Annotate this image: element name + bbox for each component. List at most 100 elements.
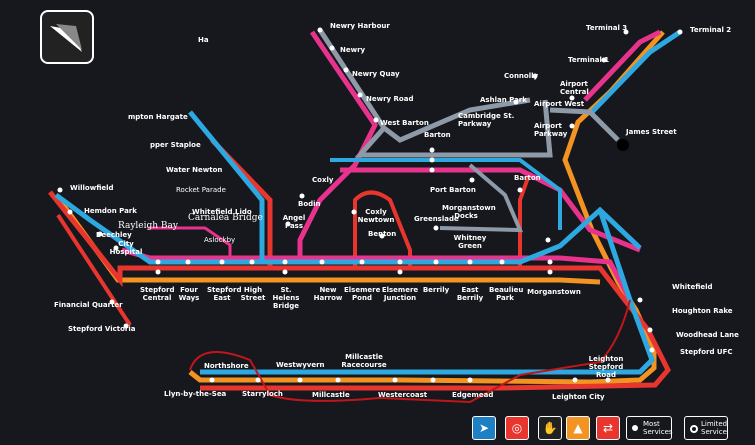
label-james-street[interactable]: James Street [626, 128, 677, 136]
label-new-harrow[interactable]: New Harrow [313, 286, 343, 302]
label-west-barton[interactable]: West Barton [380, 119, 429, 127]
label-ashlan-park[interactable]: Ashlan Park [480, 96, 527, 104]
rail-icon[interactable]: ⇄ [596, 416, 620, 440]
label-high-street[interactable]: High Street [240, 286, 266, 302]
label-whitefield[interactable]: Whitefield [672, 283, 713, 291]
grey-line-docks [439, 163, 524, 233]
label-elsemere-pond[interactable]: Elsemere Pond [344, 286, 381, 302]
label-city-hospital[interactable]: City Hospital [109, 240, 143, 256]
label-westercoast[interactable]: Westercoast [378, 391, 428, 399]
label-hemdon-park[interactable]: Hemdon Park [84, 207, 137, 215]
label-rayleigh-bay[interactable]: Rayleigh Bay [118, 221, 178, 231]
label-greenslade[interactable]: Greenslade [414, 215, 459, 223]
label-terminal-1[interactable]: Terminal 1 [568, 56, 610, 64]
hand-icon[interactable]: ✋ [538, 416, 562, 440]
label-houghton-rake[interactable]: Houghton Rake [672, 307, 733, 315]
pink-line-airport [583, 29, 662, 102]
label-barton-east[interactable]: Barton [514, 174, 541, 182]
grey-line [317, 28, 553, 158]
label-whitefield-lido[interactable]: Whitefield Lido [192, 208, 252, 216]
label-carnalea-bridge[interactable]: Carnalea Bridge [188, 213, 263, 223]
label-morganstown-docks[interactable]: Morganstown Docks [442, 204, 496, 220]
label-leighton-stepford-road[interactable]: Leighton Stepford Road [588, 355, 624, 379]
label-newry[interactable]: Newry [340, 46, 366, 54]
label-berrily[interactable]: Berrily [422, 286, 450, 294]
label-upper-staploe[interactable]: pper Staploe [150, 141, 201, 149]
label-stepford-central[interactable]: Stepford Central [140, 286, 175, 302]
label-llyn-by-the-sea[interactable]: Llyn-by-the-Sea [164, 390, 227, 398]
label-millcastle-racecourse[interactable]: Millcastle Racecourse [341, 353, 387, 369]
label-newry-harbour[interactable]: Newry Harbour [330, 22, 390, 30]
label-barton[interactable]: Barton [424, 131, 451, 139]
label-coxly[interactable]: Coxly [312, 176, 334, 184]
label-rocket-parade[interactable]: Rocket Parade [176, 186, 226, 194]
label-airport-west[interactable]: Airport West [534, 100, 585, 108]
mountain-icon[interactable]: ▲ [566, 416, 590, 440]
james-street-dot [617, 139, 629, 151]
label-financial-quarter[interactable]: Financial Quarter [54, 301, 123, 309]
label-leighton-city[interactable]: Leighton City [552, 393, 605, 401]
station-markers [57, 27, 683, 383]
label-aslockby[interactable]: Aslockby [204, 236, 236, 244]
label-whitney-green[interactable]: Whitney Green [453, 234, 487, 250]
blue-line-east [330, 158, 562, 230]
grey-line-west [549, 107, 620, 142]
label-angel-pass[interactable]: Angel Pass [282, 214, 306, 230]
label-airport-parkway[interactable]: Airport Parkway [534, 122, 568, 138]
label-willowfield[interactable]: Willowfield [70, 184, 114, 192]
legend-most-services: Most Services [626, 416, 673, 440]
label-st-helens-bridge[interactable]: St. Helens Bridge [272, 286, 300, 310]
label-stepford-east[interactable]: Stepford East [207, 286, 242, 302]
label-stepford-ufc[interactable]: Stepford UFC [680, 348, 733, 356]
label-westwyvern[interactable]: Westwyvern [276, 361, 325, 369]
label-edgemead[interactable]: Edgemead [452, 391, 494, 399]
label-bodin[interactable]: Bodin [298, 200, 321, 208]
legend-most-services-label: Most Services [643, 420, 673, 436]
label-newry-quay[interactable]: Newry Quay [352, 70, 400, 78]
label-airport-central[interactable]: Airport Central [560, 80, 589, 96]
legend-limited-service: Limited Service [684, 416, 728, 440]
blue-line-south [200, 209, 655, 375]
label-ha[interactable]: Ha [198, 36, 209, 44]
label-connolly[interactable]: Connolly [504, 72, 539, 80]
label-stepford-victoria[interactable]: Stepford Victoria [68, 325, 136, 333]
red-line-sw [56, 213, 132, 327]
legend-limited-service-label: Limited Service [701, 420, 728, 436]
label-east-berrily[interactable]: East Berrily [456, 286, 484, 302]
label-northshore[interactable]: Northshore [204, 362, 249, 370]
roundel-icon[interactable]: ◎ [505, 416, 529, 440]
label-morganstown[interactable]: Morganstown [527, 288, 581, 296]
label-port-barton[interactable]: Port Barton [430, 186, 476, 194]
label-starryloch[interactable]: Starryloch [242, 390, 283, 398]
logo-icon [50, 24, 82, 52]
pink-line-west [121, 247, 300, 261]
blue-line-airport [590, 29, 682, 114]
pink-line-bay [148, 226, 232, 262]
red-outline [189, 299, 631, 404]
pink-line [297, 30, 633, 302]
label-beechley[interactable]: Beechley [96, 231, 132, 239]
arrow-icon[interactable]: ➤ [472, 416, 496, 440]
label-four-ways[interactable]: Four Ways [178, 286, 200, 302]
label-hampton-hargate[interactable]: mpton Hargate [128, 113, 188, 121]
label-millcastle[interactable]: Millcastle [312, 391, 350, 399]
label-water-newton[interactable]: Water Newton [166, 166, 223, 174]
blue-line [54, 110, 265, 265]
hollow-dot-icon [690, 425, 698, 433]
red-line-branch [518, 171, 532, 268]
dot-icon [632, 425, 638, 431]
label-woodhead-lane[interactable]: Woodhead Lane [676, 331, 739, 339]
label-newry-road[interactable]: Newry Road [366, 95, 414, 103]
label-coxly-newtown[interactable]: Coxly Newtown [357, 208, 395, 224]
label-beaulieu-park[interactable]: Beaulieu Park [489, 286, 524, 302]
label-cambridge-st-parkway[interactable]: Cambridge St. Parkway [458, 112, 515, 128]
label-terminal-3[interactable]: Terminal 3 [586, 24, 628, 32]
label-terminal-2[interactable]: Terminal 2 [690, 26, 732, 34]
app-logo[interactable] [40, 10, 94, 64]
label-elsemere-junction[interactable]: Elsemere Junction [381, 286, 419, 302]
label-benton[interactable]: Benton [368, 230, 397, 238]
red-line-loop [353, 190, 412, 268]
grey-line-branch [382, 97, 531, 143]
